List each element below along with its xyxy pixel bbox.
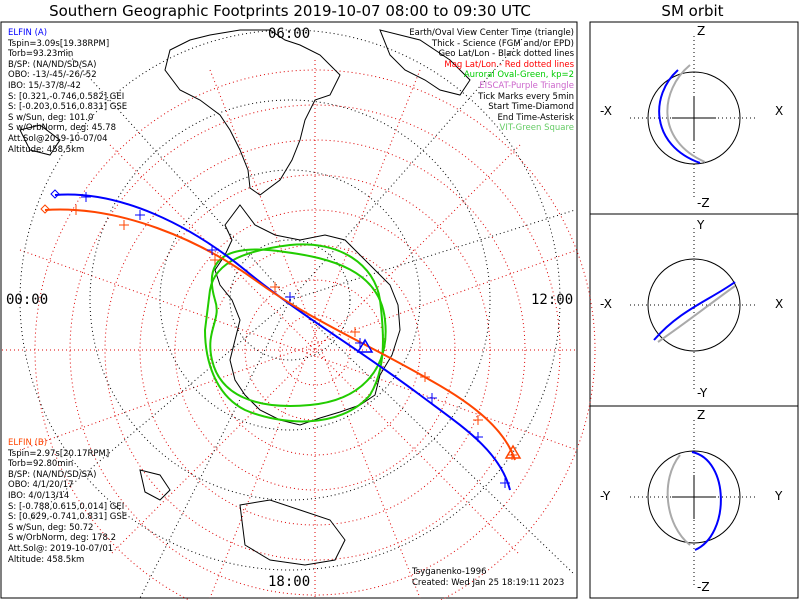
sm3-right-label: Y: [775, 489, 783, 503]
elfin-b-line: IBO: 4/0/13/14: [8, 490, 70, 501]
elfin-a-line: OBO: -13/-45/-26/-52: [8, 70, 97, 81]
elfin-b-line: S: [-0.788,0.615,0.014] GEI: [8, 501, 125, 512]
auroral-oval-inner: [209, 248, 387, 407]
elfin-a-line: S: [-0.203,0.516,0.831] GSE: [8, 102, 128, 113]
elfin-b-line: OBO: 4/1/20/17: [8, 480, 74, 491]
legend-item: EISCAT-Purple Triangle: [479, 80, 574, 91]
sm3-left-label: -Y: [600, 489, 611, 503]
sm2-top-label: Y: [697, 218, 705, 232]
elfin-a-line: IBO: 15/-37/8/-42: [8, 80, 81, 91]
legend-item: Earth/Oval View Center Time (triangle): [409, 28, 574, 38]
elfin-b-line: ELFIN (B): [8, 438, 48, 448]
elfin-b-info: ELFIN (B) Tspin=2.97s[20.17RPM] Torb=92.80…: [8, 438, 127, 565]
clock-label-left: 00:00: [6, 292, 49, 308]
sm1-left-label: -X: [600, 104, 612, 118]
elfin-b-track: [44, 208, 516, 461]
elfin-b-line: S w/Sun, deg: 50.72: [8, 522, 94, 533]
sm1-bottom-label: -Z: [697, 196, 710, 210]
legend-item: Tick Marks every 5min: [478, 91, 574, 102]
elfin-b-triangle: [504, 444, 522, 459]
south-america: [164, 29, 341, 196]
model-label: Tsyganenko-1996: [412, 567, 487, 577]
sm-panel-yz: [630, 420, 758, 585]
elfin-a-line: S w/OrbNorm, deg: 45.78: [8, 123, 117, 134]
clock-label-right: 12:00: [531, 292, 574, 308]
sm-panel-yz-frame: [589, 405, 799, 599]
elfin-a-line: Tspin=3.09s[19.38RPM]: [8, 38, 110, 49]
australia: [239, 499, 346, 566]
elfin-a-ticks: [81, 192, 510, 488]
legend: Earth/Oval View Center Time (triangle) Th…: [409, 28, 574, 134]
elfin-b-line: Tspin=2.97s[20.17RPM]: [8, 448, 110, 459]
view-center-triangle: [356, 338, 374, 353]
legend-item: Geo Lat/Lon - Black dotted lines: [438, 49, 574, 60]
sm1-right-label: X: [775, 104, 784, 118]
legend-item: Auroral Oval-Green, kp=2: [463, 70, 574, 81]
sm2-right-label: X: [775, 297, 784, 311]
sm3-bottom-label: -Z: [697, 580, 710, 594]
elfin-b-line: Altitude: 458.5km: [8, 554, 85, 565]
legend-item: End Time-Asterisk: [497, 112, 574, 123]
elfin-b-ticks: [71, 205, 517, 460]
elfin-b-line: S: [0.629,-0.741,0.831] GSE: [8, 512, 128, 523]
clock-label-top: 06:00: [268, 26, 311, 42]
legend-item: VIT-Green Square: [499, 123, 574, 134]
elfin-a-line: S w/Sun, deg: 101.0: [8, 112, 94, 123]
elfin-b-line: S w/OrbNorm, deg: 178.2: [8, 533, 117, 544]
created-label: Created: Wed Jan 25 18:19:11 2023: [412, 578, 565, 588]
auroral-oval: [203, 243, 387, 423]
elfin-a-line: Altitude: 458.5km: [8, 144, 85, 155]
polar-map: [2, 29, 596, 600]
map-frame: [0, 21, 578, 599]
clock-label-bottom: 18:00: [268, 574, 311, 590]
elfin-a-start-diamond: [50, 189, 60, 199]
legend-item: Mag Lat/Lon - Red dotted lines: [444, 59, 574, 70]
island: [19, 124, 61, 156]
antarctica: [214, 204, 401, 426]
legend-item: Start Time-Diamond: [488, 102, 574, 113]
sm-panel-xy-frame: [589, 213, 799, 407]
elfin-a-track: [54, 193, 511, 491]
sm2-bottom-label: -Y: [697, 386, 708, 400]
elfin-a-line: Torb=93.23min: [8, 49, 74, 60]
elfin-b-line: Att.Sol@: 2019-10-07/01: [8, 543, 114, 554]
sm3-top-label: Z: [697, 408, 706, 422]
sm2-left-label: -X: [600, 297, 612, 311]
elfin-a-line: B/SP: (NA/ND/SD/SA): [8, 59, 97, 70]
geo-grid: [19, 29, 576, 599]
elfin-a-line: ELFIN (A): [8, 28, 48, 38]
elfin-a-line: Att.Sol@2019-10-07/04: [8, 133, 108, 144]
auroral-oval-outer: [203, 243, 384, 423]
new-zealand: [139, 469, 171, 501]
sm-panel-xz: [630, 36, 758, 200]
sm-panel-xy: [630, 228, 758, 392]
mag-grid: [2, 60, 596, 600]
elfin-b-line: B/SP: (NA/ND/SD/SA): [8, 469, 97, 480]
africa: [379, 29, 471, 96]
elfin-a-line: S: [0.321,-0.746,0.582] GEI: [8, 91, 125, 102]
elfin-a-info: ELFIN (A) Tspin=3.09s[19.38RPM] Torb=93.23…: [8, 28, 127, 155]
sm1-top-label: Z: [697, 24, 706, 38]
sm-orbit-title: SM orbit: [661, 2, 724, 20]
elfin-b-start-diamond: [40, 204, 50, 214]
coastlines: [19, 29, 471, 566]
elfin-b-line: Torb=92.80min: [8, 459, 74, 470]
legend-item: Thick - Science (FGM and/or EPD): [431, 38, 574, 49]
page-title: Southern Geographic Footprints 2019-10-0…: [49, 2, 531, 20]
